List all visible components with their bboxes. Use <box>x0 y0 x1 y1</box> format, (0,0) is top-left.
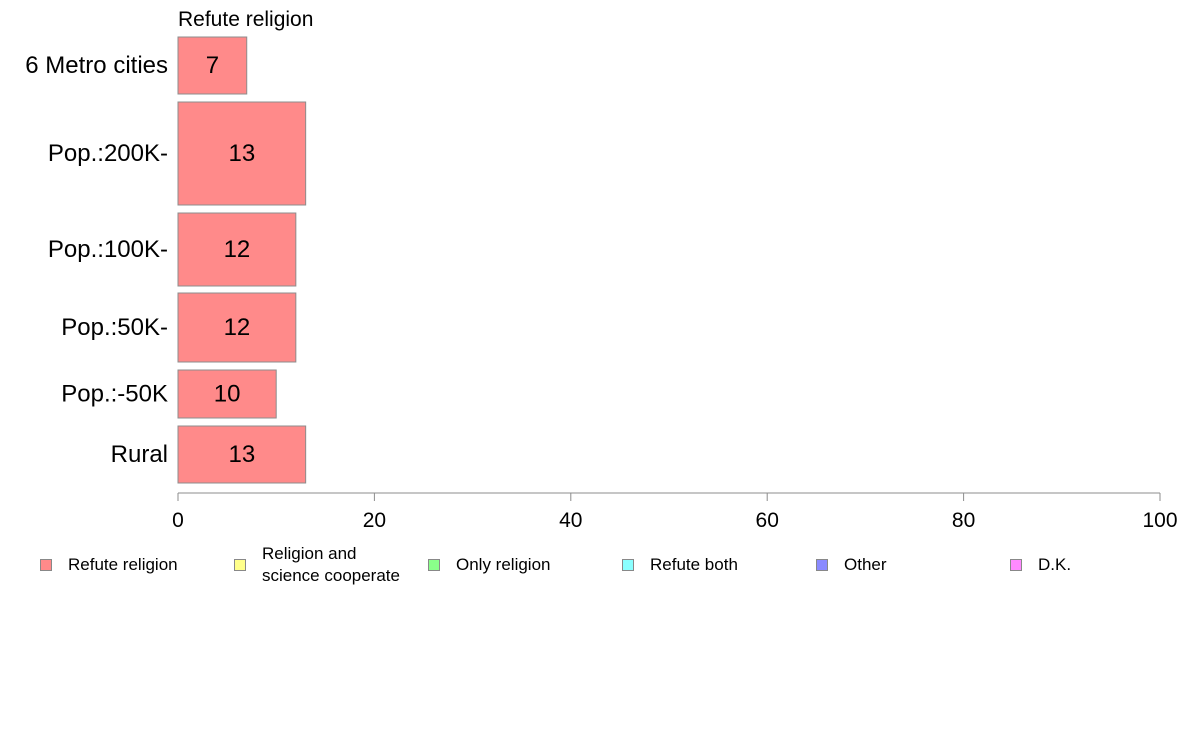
legend-item: Other <box>816 540 887 590</box>
bar-value-label: 7 <box>206 52 219 79</box>
x-tick-label: 80 <box>952 509 975 532</box>
category-label: Pop.:-50K <box>61 381 168 408</box>
x-tick-label: 20 <box>363 509 386 532</box>
bar <box>177 425 307 484</box>
legend-item: Only religion <box>428 540 551 590</box>
x-axis: 0 20 40 60 80 100 <box>172 492 1178 532</box>
bar <box>177 292 297 363</box>
legend-label: D.K. <box>1038 555 1072 574</box>
bar-value-label: 12 <box>224 236 251 263</box>
legend-swatch <box>1010 559 1022 571</box>
bar-value-label: 13 <box>228 140 255 167</box>
x-tick-label: 60 <box>756 509 779 532</box>
legend-item: Religion and science cooperate <box>234 540 400 590</box>
bar <box>177 36 248 95</box>
category-label: Pop.:50K- <box>61 314 168 341</box>
legend-swatch <box>816 559 828 571</box>
legend-swatch <box>40 559 52 571</box>
legend-label: Refute both <box>650 555 738 574</box>
bar <box>177 369 277 419</box>
legend-item: Refute both <box>622 540 738 590</box>
bars-group: 6 Metro cities 7 Pop.:200K- 13 Pop.:100K- 12 P… <box>25 36 307 484</box>
x-tick-label: 0 <box>172 509 184 532</box>
bar-value-label: 12 <box>224 314 251 341</box>
bar <box>177 101 307 206</box>
category-label: Pop.:100K- <box>48 236 168 263</box>
x-tick-label: 40 <box>559 509 582 532</box>
legend-swatch <box>234 559 246 571</box>
legend-swatch <box>428 559 440 571</box>
legend-label: Only religion <box>456 555 551 574</box>
bar-value-label: 10 <box>214 381 241 408</box>
legend-label: Refute religion <box>68 555 178 574</box>
category-label: Pop.:200K- <box>48 140 168 167</box>
bar <box>177 212 297 287</box>
legend: Refute religion Religion and science coop… <box>0 540 1188 590</box>
bar-value-label: 13 <box>228 441 255 468</box>
category-label: Rural <box>111 441 168 468</box>
legend-swatch <box>622 559 634 571</box>
legend-item: D.K. <box>1010 540 1071 590</box>
legend-label: Religion and science cooperate <box>262 544 400 585</box>
category-label: 6 Metro cities <box>25 52 168 79</box>
legend-label: Other <box>844 555 887 574</box>
x-tick-label: 100 <box>1142 509 1177 532</box>
legend-item: Refute religion <box>40 540 178 590</box>
chart-title: Refute religion <box>178 8 313 31</box>
